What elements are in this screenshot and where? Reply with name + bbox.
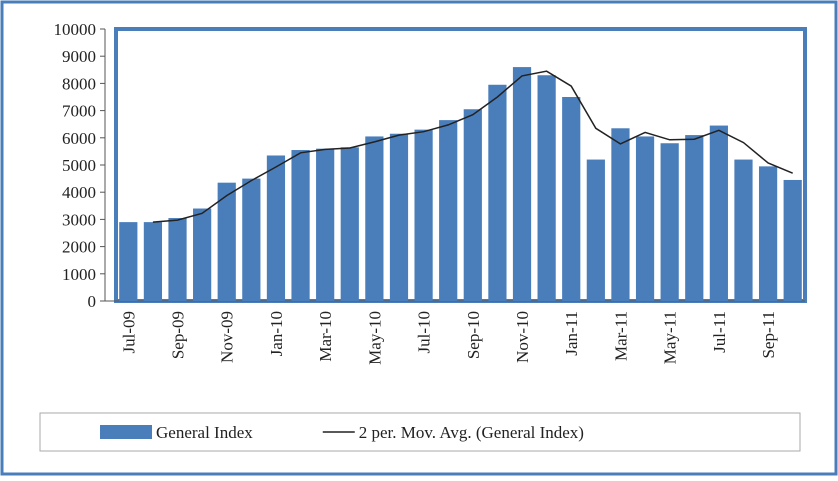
bar (439, 120, 458, 302)
bar (488, 84, 507, 301)
x-tick-label: Sep-09 (169, 311, 188, 359)
x-tick-label: May-11 (661, 311, 680, 364)
y-tick-label: 3000 (62, 210, 96, 229)
x-tick-label: May-10 (365, 311, 384, 365)
bar (463, 109, 482, 302)
x-tick-label: Jan-10 (267, 311, 286, 356)
y-tick-label: 10000 (54, 20, 97, 39)
x-tick-label: Sep-11 (759, 311, 778, 359)
bar (611, 128, 630, 301)
x-tick-label: Jul-11 (710, 311, 729, 353)
bar (586, 159, 605, 301)
bar (143, 222, 163, 301)
legend-label: General Index (156, 423, 253, 442)
bar (562, 97, 581, 301)
x-tick-label: Mar-11 (611, 311, 630, 361)
legend-box (39, 412, 801, 452)
y-tick-label: 7000 (62, 102, 96, 121)
bar (783, 179, 802, 301)
y-tick-label: 0 (88, 292, 97, 311)
bar (512, 67, 532, 301)
bar (414, 129, 433, 301)
x-tick-label: Nov-10 (513, 311, 532, 363)
y-tick-label: 8000 (62, 74, 96, 93)
bar (316, 148, 335, 301)
x-tick-label: Jul-09 (119, 311, 138, 354)
bar (685, 135, 704, 301)
bar (365, 136, 384, 301)
x-tick-label: Sep-10 (464, 311, 483, 359)
x-tick-label: Nov-09 (218, 311, 237, 363)
x-tick-label: Jan-11 (562, 311, 581, 356)
bar (758, 166, 778, 301)
bar (217, 182, 236, 301)
bar (389, 133, 409, 301)
bar (242, 178, 261, 301)
moving-average-line (152, 70, 793, 223)
y-tick-label: 6000 (62, 129, 96, 148)
bar (660, 143, 679, 301)
bar (266, 155, 286, 301)
bar (635, 136, 655, 301)
y-tick-label: 1000 (62, 265, 96, 284)
x-tick-label: Jul-10 (415, 311, 434, 354)
y-tick-label: 2000 (62, 238, 96, 257)
bar (537, 75, 556, 302)
y-tick-label: 9000 (62, 47, 96, 66)
legend-label: 2 per. Mov. Avg. (General Index) (359, 423, 584, 442)
x-tick-label: Mar-10 (316, 311, 335, 362)
bar (709, 125, 728, 301)
legend-swatch (100, 425, 152, 439)
bar (291, 150, 310, 301)
bar (340, 147, 359, 301)
bar (193, 208, 212, 301)
bar (119, 222, 138, 301)
y-tick-label: 5000 (62, 156, 96, 175)
bar (168, 218, 187, 301)
y-tick-label: 4000 (62, 183, 96, 202)
bar (734, 159, 753, 301)
